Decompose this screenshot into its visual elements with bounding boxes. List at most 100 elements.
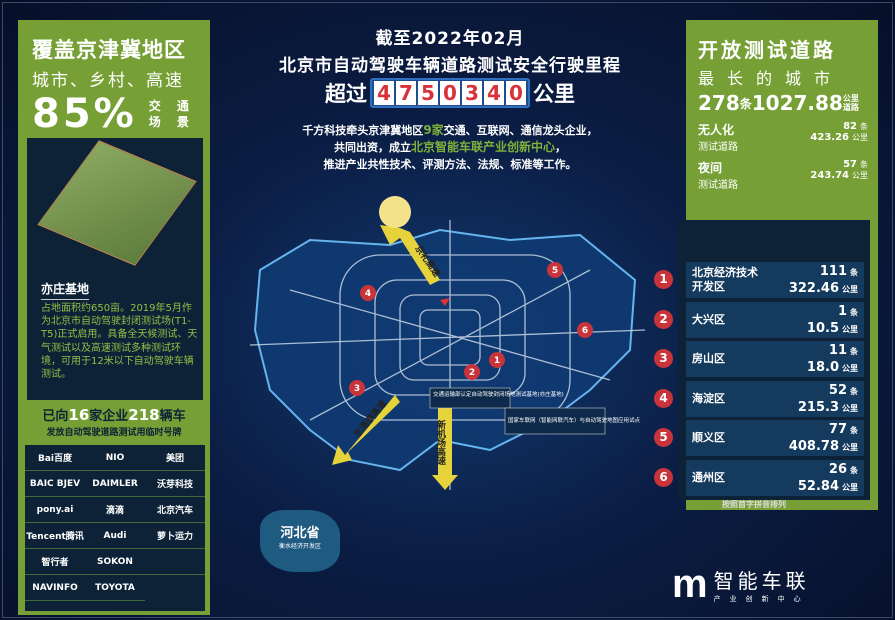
left-panel: 覆盖京津冀地区 城市、乡村、高速 85% 交 通 场 景 亦庄基地 占地面积约65… — [18, 20, 210, 615]
brand-logo: m 智能车联 产业创新中心 — [672, 562, 810, 607]
logo-idriverplus: 智行者 — [25, 549, 85, 575]
coverage-scene: 交 通 场 景 — [148, 99, 195, 129]
pin-label: 6 — [582, 326, 588, 336]
base-description: 占地面积约650亩。2019年5月作为北京市自动驾驶封闭测试场(T1-T5)正式… — [41, 303, 198, 381]
headline-unit: 公里 — [533, 82, 575, 106]
district-km: 215.3 — [797, 399, 839, 415]
total-km: 1027.88 — [751, 91, 843, 115]
pin-4[interactable] — [360, 285, 376, 301]
logo-meituan: 美团 — [145, 445, 205, 471]
arrow-new-airport — [432, 405, 458, 490]
value: 82 — [843, 121, 857, 132]
district-km: 408.78 — [788, 439, 839, 454]
open-roads-title: 开放测试道路 — [698, 38, 836, 62]
district-count: 1 — [837, 303, 847, 319]
intro-part: 推进产业共性技术、评测方法、法规、标准等工作。 — [323, 158, 577, 171]
brand-mark-icon: m — [672, 562, 708, 606]
district-count: 52 — [828, 382, 847, 398]
district-number: 4 — [654, 388, 673, 408]
intro-part: 共同出资，成立 — [333, 141, 411, 154]
pin-label: 1 — [494, 356, 500, 366]
headline-title: 北京市自动驾驶车辆道路测试安全行驶里程 — [279, 56, 621, 76]
pin-3[interactable] — [349, 380, 365, 396]
intro-highlight: 9家 — [423, 123, 444, 137]
band-text: 家企业 — [89, 409, 129, 424]
district-name: 海淀区 — [692, 391, 725, 405]
band-text: 已向 — [42, 409, 69, 424]
unit: 公里 — [852, 171, 868, 180]
logo-baidu: Bai百度 — [25, 445, 85, 471]
unit: 公里 — [842, 285, 858, 294]
callout-iov-text: 国家车联网（智能网联汽车）与自动驾驶地图应用试点 — [508, 416, 641, 424]
unit: 条 — [850, 465, 858, 475]
unit: 公里 — [842, 364, 858, 373]
value: 57 — [843, 159, 857, 170]
pin-label: 3 — [354, 384, 360, 394]
label: 测试道路 — [698, 142, 738, 153]
yizhuang-site-image — [37, 140, 197, 266]
district-name: 大兴区 — [692, 312, 725, 326]
intro-highlight: 北京智能车联产业创新中心 — [410, 140, 555, 154]
logo-woya: 沃芽科技 — [145, 471, 205, 497]
hebei-region: 河北省 衡水经济开发区 — [260, 510, 340, 572]
digit: 3 — [462, 81, 482, 105]
callout-yizhuang-text: 交通运输部认定自动驾驶封闭场地测试基地(亦庄基地) — [433, 390, 564, 398]
vehicle-count: 218 — [128, 406, 160, 424]
logo-luobo: 萝卜运力 — [145, 523, 205, 549]
logo-audi: Audi — [85, 523, 145, 549]
headline-pre: 超过 — [325, 82, 367, 106]
digit: 4 — [374, 81, 394, 105]
district-number: 3 — [654, 349, 673, 368]
night-roads: 夜间 测试道路 57 条 243.74 公里 — [698, 159, 868, 191]
label: 夜间 — [698, 161, 723, 175]
pin-6[interactable] — [577, 322, 593, 338]
district-km: 18.0 — [806, 360, 839, 375]
pin-label: 5 — [552, 266, 558, 276]
unit: 条 — [860, 122, 868, 131]
logo-didi: 滴滴 — [85, 497, 145, 523]
unit: 条 — [850, 386, 858, 396]
digit: 0 — [440, 81, 460, 105]
unit: 条 — [860, 160, 868, 169]
district-row: 海淀区 52 条 215.3 公里 — [686, 380, 864, 417]
unit: 公里 — [842, 443, 858, 452]
district-row: 房山区 11 条 18.0 公里 — [686, 341, 864, 377]
ring-roads — [250, 220, 645, 490]
unmanned-roads: 无人化 测试道路 82 条 423.26 公里 — [698, 121, 868, 153]
star-icon — [440, 298, 450, 306]
beijing-map: 京礼高速 京港澳高速 新机场高速 交通运输部认定自动驾驶封闭场地测试基地(亦庄基… — [250, 196, 645, 490]
logo-tencent: Tencent腾讯 — [25, 523, 85, 549]
pin-label: 4 — [365, 289, 371, 299]
district-number: 1 — [654, 270, 673, 289]
pin-1[interactable] — [489, 352, 505, 368]
unit: 条 — [850, 307, 858, 317]
digit: 4 — [484, 81, 504, 105]
intro-part: 交通、互联网、通信龙头企业， — [443, 124, 598, 137]
district-name: 北京经济技术开发区 — [692, 266, 758, 293]
headline-date: 截至2022年02月 — [375, 29, 525, 49]
base-title: 亦庄基地 — [41, 280, 90, 300]
unit: 公里道路 — [842, 94, 859, 112]
district-row: 北京经济技术开发区 111 条 322.46 公里 — [686, 262, 864, 298]
label: 无人化 — [698, 123, 735, 137]
license-band: 已向16家企业218辆车 发放自动驾驶道路测试用临时号牌 — [18, 402, 210, 442]
band-text: 辆车 — [159, 409, 186, 424]
district-km: 322.46 — [788, 281, 839, 296]
digit: 5 — [418, 81, 438, 105]
unit: 条 — [850, 426, 858, 435]
base-card: 亦庄基地 占地面积约650亩。2019年5月作为北京市自动驾驶封闭测试场(T1-… — [27, 138, 203, 400]
logo-navinfo: NAVINFO — [25, 575, 85, 601]
company-logos: Bai百度 NIO 美团 BAIC BJEV DAIMLER 沃芽科技 pony… — [25, 445, 205, 611]
unit: 公里 — [842, 324, 858, 334]
pin-5[interactable] — [547, 262, 563, 278]
district-number: 2 — [654, 309, 673, 329]
intro-part: 千方科技牵头京津冀地区 — [302, 124, 424, 137]
road-label-bottom: 新机场高速 — [435, 419, 446, 466]
coverage-percent: 85% — [32, 91, 137, 137]
pin-2[interactable] — [464, 364, 480, 380]
unit: 公里 — [842, 482, 858, 492]
